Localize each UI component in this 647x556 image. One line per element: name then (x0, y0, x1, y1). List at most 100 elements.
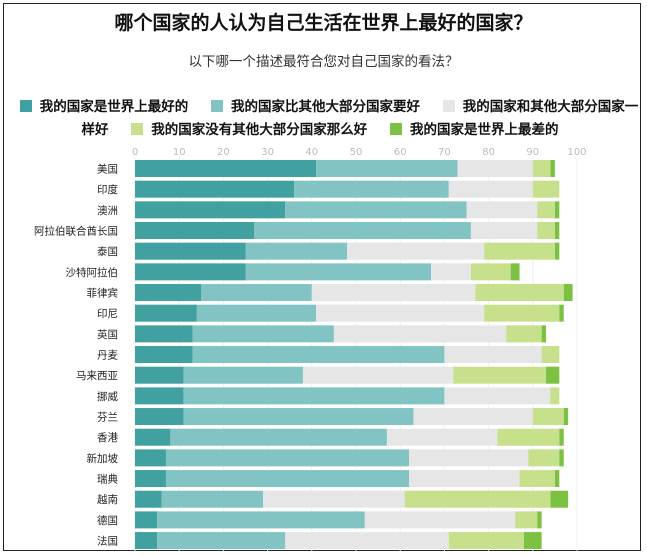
bar-segment (484, 304, 560, 322)
bar-segment (135, 242, 246, 260)
bar-segment (506, 325, 542, 343)
bar-segment (550, 490, 569, 508)
bar-segment (386, 428, 498, 446)
chart-title: 哪个国家的人认为自己生活在世界上最好的国家？ (114, 12, 533, 34)
bar-segment (546, 366, 560, 384)
bar-segment (192, 346, 445, 364)
category-label: 丹麦 (97, 350, 118, 362)
legend-swatch (131, 123, 144, 135)
bar-segment (563, 284, 573, 302)
bar-segment (302, 366, 454, 384)
x-tick-label: 0 (132, 147, 138, 158)
x-tick-label: 60 (394, 147, 407, 158)
x-tick-label: 10 (173, 147, 186, 158)
x-tick-label: 100 (567, 147, 586, 158)
bar-segment (316, 304, 485, 322)
bar-segment (135, 284, 202, 302)
legend-swatch (442, 100, 455, 112)
x-tick-label: 50 (350, 147, 363, 158)
bar-segment (497, 428, 560, 446)
bar-segment (135, 201, 286, 219)
legend-label: 我的国家没有其他大部分国家那么好 (151, 122, 368, 138)
legend-label: 我的国家和其他大部分国家一样好 (81, 99, 639, 138)
bar-segment (294, 180, 449, 198)
bar-segment (475, 284, 564, 302)
bar-segment (554, 242, 560, 260)
category-label: 瑞典 (97, 473, 118, 486)
category-label: 香港 (97, 432, 118, 444)
chart-frame (3, 3, 641, 551)
category-label: 德国 (97, 514, 118, 527)
bar-segment (285, 201, 467, 219)
bar-segment (192, 325, 334, 343)
bar-segment (135, 263, 246, 281)
category-label: 菲律宾 (87, 287, 119, 300)
bar-segment (135, 222, 255, 240)
bar-segment (135, 346, 193, 364)
x-tick-label: 20 (217, 147, 230, 158)
x-tick-label: 30 (261, 147, 274, 158)
bar-segment (135, 160, 317, 177)
category-label: 沙特阿拉伯 (66, 266, 119, 279)
bar-segment (245, 242, 348, 260)
bar-segment (157, 532, 286, 550)
bar-segment (457, 160, 533, 177)
legend: 我的国家是世界上最好的 我的国家比其他大部分国家要好 我的国家和其他大部分国家一… (14, 96, 640, 142)
bar-segment (245, 263, 432, 281)
category-label: 马来西亚 (76, 370, 118, 382)
bar-segment (135, 408, 184, 426)
x-tick-label: 90 (526, 147, 539, 158)
bar-segment (444, 346, 542, 364)
bar-segment (413, 408, 533, 426)
bar-segment (559, 304, 564, 322)
legend-swatch (389, 123, 402, 135)
bar-segment (170, 428, 387, 446)
bar-segment (135, 490, 162, 508)
bar-segment (165, 470, 410, 488)
legend-label: 我的国家比其他大部分国家要好 (231, 99, 420, 115)
bar-segment (157, 511, 365, 529)
legend-swatch (19, 100, 32, 112)
bar-segment (311, 284, 476, 302)
x-tick-label: 70 (438, 147, 451, 158)
bar-segment (161, 490, 264, 508)
bar-segment (183, 408, 414, 426)
bar-segment (263, 490, 405, 508)
bar-segment (254, 222, 471, 240)
bar-segment (550, 160, 555, 177)
category-label: 英国 (97, 328, 118, 341)
bar-segment (444, 387, 551, 405)
bar-segment (554, 222, 560, 240)
bar-segment (541, 346, 560, 364)
bar-segment (285, 532, 449, 550)
bar-segment (135, 325, 193, 343)
legend-label: 我的国家是世界上最好的 (39, 99, 189, 115)
bar-segment (532, 408, 564, 426)
bar-segment (541, 325, 547, 343)
bar-segment (364, 511, 516, 529)
bar-segment (135, 387, 184, 405)
category-label: 阿拉伯联合酋长国 (34, 225, 118, 238)
bar-segment (466, 201, 538, 219)
bar-segment (135, 532, 158, 550)
bar-segment (431, 263, 471, 281)
bar-segment (484, 242, 555, 260)
bar-segment (537, 222, 555, 240)
category-label: 印度 (97, 183, 118, 196)
legend-swatch (211, 100, 223, 112)
bar-segment (537, 511, 542, 529)
bar-segment (532, 160, 551, 177)
bar-segment (165, 449, 410, 467)
category-label: 印尼 (97, 308, 118, 320)
bar-segment (135, 366, 184, 384)
bar-segment (559, 449, 564, 467)
bar-segment (135, 304, 197, 322)
bar-segment (196, 304, 317, 322)
bar-segment (347, 242, 485, 260)
bar-segment (470, 263, 511, 281)
category-label: 芬兰 (97, 411, 118, 424)
bar-segment (135, 511, 158, 529)
bar-segment (183, 387, 445, 405)
bar-segment (554, 201, 560, 219)
